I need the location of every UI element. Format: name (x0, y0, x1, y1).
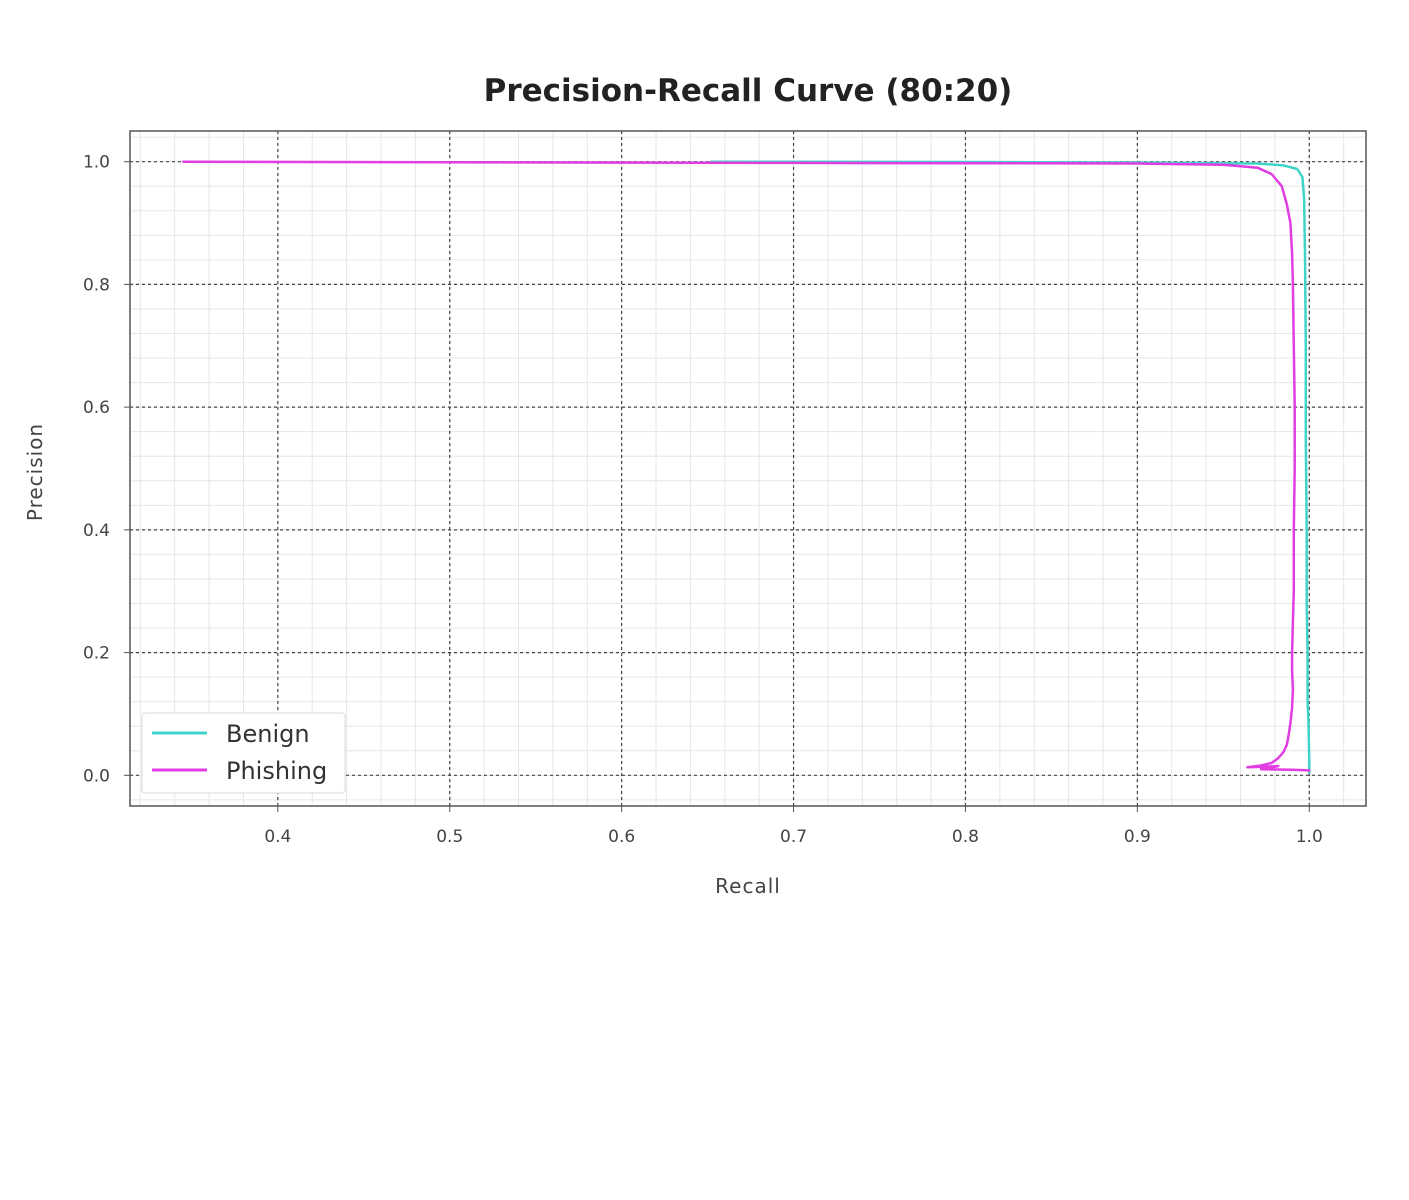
x-tick-label: 0.6 (608, 827, 635, 847)
y-tick-label: 0.8 (83, 275, 110, 295)
x-tick-label: 1.0 (1296, 827, 1323, 847)
x-tick-label: 0.7 (780, 827, 807, 847)
x-tick-label: 0.9 (1124, 827, 1151, 847)
y-tick-label: 1.0 (83, 153, 110, 173)
minor-grid (130, 131, 1366, 806)
y-tick-label: 0.6 (83, 398, 110, 418)
legend-benign-label: Benign (226, 720, 310, 748)
x-axis: 0.4 0.5 0.6 0.7 0.8 0.9 1.0 (264, 806, 1323, 847)
series-line-phishing (182, 160, 1311, 772)
x-tick-label: 0.5 (436, 827, 463, 847)
legend-phishing-label: Phishing (226, 757, 327, 785)
x-tick-label: 0.8 (952, 827, 979, 847)
series-layer (182, 160, 1311, 774)
y-axis-label: Precision (23, 423, 47, 521)
y-tick-label: 0.4 (83, 521, 110, 541)
y-tick-label: 0.0 (83, 766, 110, 786)
series-line-benign (709, 160, 1311, 774)
y-axis: 0.0 0.2 0.4 0.6 0.8 1.0 (83, 153, 130, 786)
chart-title: Precision-Recall Curve (80:20) (484, 73, 1013, 109)
plot-frame (129, 130, 1367, 807)
x-axis-label: Recall (715, 874, 781, 898)
legend: Benign Phishing (141, 712, 346, 794)
plot-area (130, 131, 1366, 806)
y-tick-label: 0.2 (83, 644, 110, 664)
x-tick-label: 0.4 (264, 827, 291, 847)
